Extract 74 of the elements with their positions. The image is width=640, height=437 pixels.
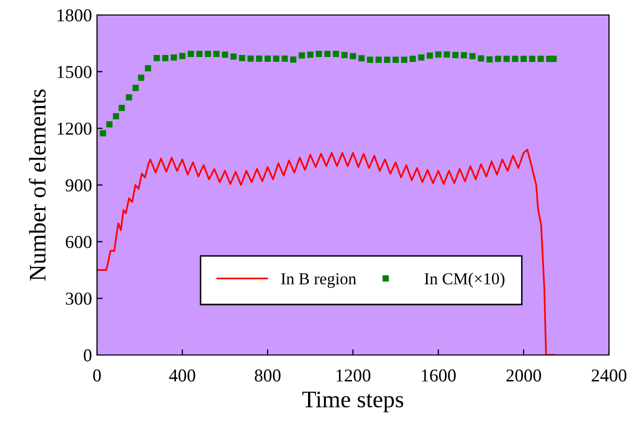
point xyxy=(238,54,246,62)
x-tick-label: 1200 xyxy=(336,369,370,382)
legend-label: In B region xyxy=(281,273,356,288)
point xyxy=(213,50,220,58)
point xyxy=(520,56,527,62)
point xyxy=(435,51,442,58)
point xyxy=(341,52,348,58)
point xyxy=(452,52,459,58)
point xyxy=(392,56,399,63)
point xyxy=(538,56,544,62)
point xyxy=(138,74,144,81)
point xyxy=(366,56,374,63)
point xyxy=(126,94,132,100)
y-tick-label: 0 xyxy=(84,349,92,362)
point xyxy=(230,53,237,60)
y-tick-label: 900 xyxy=(66,179,92,192)
point xyxy=(418,54,424,61)
point xyxy=(118,104,125,112)
point xyxy=(512,56,518,62)
x-tick-label: 1600 xyxy=(422,369,456,382)
legend-label: In CM(×10) xyxy=(424,272,504,288)
point xyxy=(256,56,262,62)
x-tick-label: 400 xyxy=(169,369,196,382)
point xyxy=(426,52,433,59)
y-tick-label: 1200 xyxy=(58,122,92,135)
point xyxy=(550,56,557,62)
point xyxy=(316,50,322,58)
point xyxy=(375,56,382,63)
point xyxy=(478,55,484,62)
point xyxy=(273,56,280,62)
point xyxy=(358,55,365,62)
point xyxy=(204,50,212,58)
point xyxy=(384,56,390,63)
point xyxy=(264,56,271,62)
point xyxy=(196,50,203,58)
point xyxy=(247,56,254,62)
line-series xyxy=(97,148,556,355)
point xyxy=(494,56,502,62)
point xyxy=(350,53,356,60)
point xyxy=(170,54,177,61)
point xyxy=(401,56,408,63)
point xyxy=(144,65,152,72)
point xyxy=(469,53,476,60)
point xyxy=(529,56,536,62)
point xyxy=(486,56,493,62)
x-tick-label: 2400 xyxy=(592,369,626,382)
point xyxy=(290,56,296,63)
point xyxy=(444,51,450,58)
point xyxy=(179,52,186,60)
point xyxy=(100,130,106,136)
x-tick-label: 2000 xyxy=(506,369,542,382)
point xyxy=(154,54,160,62)
y-tick-label: 1500 xyxy=(58,66,92,78)
point xyxy=(188,50,194,58)
point xyxy=(332,50,340,58)
point xyxy=(282,56,288,62)
y-tick-label: 1800 xyxy=(58,9,92,22)
point xyxy=(132,84,139,92)
point xyxy=(298,52,305,59)
point xyxy=(222,52,228,58)
y-tick-label: 300 xyxy=(66,292,92,305)
point xyxy=(410,56,416,62)
x-tick-label: 800 xyxy=(254,369,281,382)
y-axis-title: Number of elements xyxy=(28,89,46,281)
y-tick-label: 600 xyxy=(66,236,92,248)
x-tick-label: 0 xyxy=(93,369,101,382)
point xyxy=(460,52,468,58)
point xyxy=(112,113,120,120)
point xyxy=(307,52,314,58)
point xyxy=(503,56,510,62)
point xyxy=(162,54,168,62)
point xyxy=(324,50,331,58)
x-axis-title: Time steps xyxy=(302,392,404,412)
point xyxy=(106,121,112,128)
